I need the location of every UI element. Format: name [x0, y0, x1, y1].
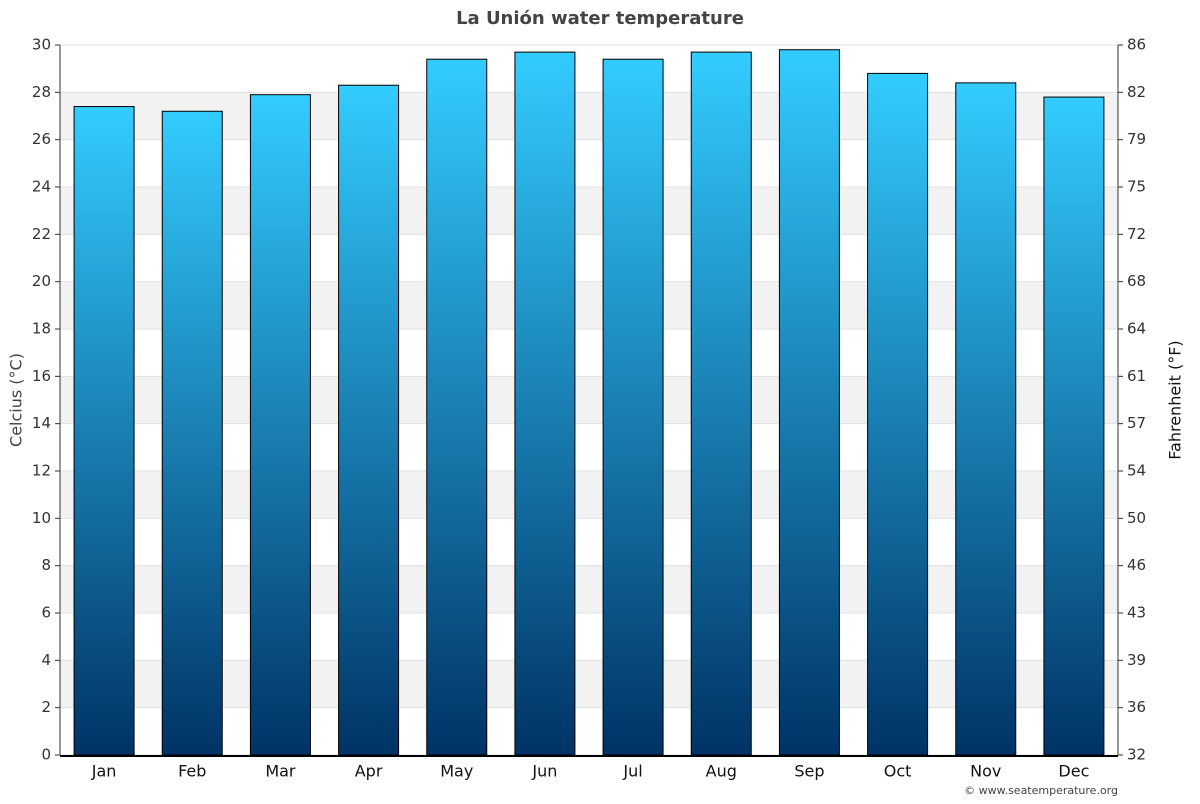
grid-band — [60, 187, 1118, 235]
grid-band — [60, 660, 1118, 708]
y-tick-label: 10 — [32, 509, 51, 527]
y-tick-label: 18 — [32, 320, 51, 338]
y2-tick-label: 36 — [1127, 698, 1146, 716]
bar — [955, 82, 1017, 756]
grid-band — [60, 92, 1118, 140]
grid-band — [60, 471, 1118, 519]
y-tick-label: 8 — [41, 556, 51, 574]
y-tick-label: 22 — [32, 225, 51, 243]
y2-tick-label: 82 — [1127, 83, 1146, 101]
x-tick-label: Feb — [178, 762, 206, 781]
bar — [778, 49, 840, 756]
y2-tick-label: 86 — [1127, 36, 1146, 54]
x-tick-label: May — [440, 762, 473, 781]
bar — [867, 72, 929, 756]
bar — [426, 58, 488, 756]
y-tick-label: 26 — [32, 130, 51, 148]
y-tick-label: 6 — [41, 604, 51, 622]
y2-tick-label: 61 — [1127, 367, 1146, 385]
y2-tick-label: 64 — [1127, 320, 1146, 338]
y2-tick-label: 79 — [1127, 130, 1146, 148]
y-tick-label: 14 — [32, 414, 51, 432]
y2-tick-label: 75 — [1127, 178, 1146, 196]
bar — [514, 51, 576, 756]
y-tick-label: 30 — [32, 36, 51, 54]
y-tick-label: 20 — [32, 272, 51, 290]
y-tick-label: 28 — [32, 83, 51, 101]
grid-band — [60, 281, 1118, 329]
grid-band — [60, 376, 1118, 424]
x-tick-label: Apr — [355, 762, 383, 781]
y2-axis-label: Fahrenheit (°F) — [1166, 340, 1185, 459]
bar — [602, 58, 664, 756]
y2-tick-label: 39 — [1127, 651, 1146, 669]
x-tick-label: Aug — [706, 762, 737, 781]
y2-tick-label: 68 — [1127, 272, 1146, 290]
x-tick-label: Oct — [884, 762, 912, 781]
bar — [73, 106, 135, 756]
x-tick-label: Nov — [970, 762, 1001, 781]
y2-tick-label: 46 — [1127, 556, 1146, 574]
y2-tick-label: 54 — [1127, 462, 1146, 480]
chart-title: La Unión water temperature — [456, 8, 744, 29]
y2-tick-label: 43 — [1127, 604, 1146, 622]
x-tick-label: Dec — [1058, 762, 1089, 781]
x-tick-label: Jul — [622, 762, 642, 781]
x-tick-label: Sep — [794, 762, 824, 781]
bar — [338, 84, 400, 756]
y-axis-label: Celcius (°C) — [7, 353, 26, 447]
y-tick-label: 4 — [41, 651, 51, 669]
credit: © www.seatemperature.org — [964, 784, 1118, 797]
bar — [249, 94, 311, 756]
x-tick-label: Mar — [265, 762, 296, 781]
y-tick-label: 16 — [32, 367, 51, 385]
x-tick-label: Jun — [531, 762, 557, 781]
y-tick-label: 2 — [41, 698, 51, 716]
bar — [161, 110, 223, 756]
y-tick-label: 0 — [41, 746, 51, 764]
x-tick-label: Jan — [91, 762, 117, 781]
y2-tick-label: 50 — [1127, 509, 1146, 527]
y2-tick-label: 72 — [1127, 225, 1146, 243]
y2-tick-label: 57 — [1127, 414, 1146, 432]
y-tick-label: 12 — [32, 462, 51, 480]
bar — [1043, 96, 1105, 756]
y-tick-label: 24 — [32, 178, 51, 196]
bar — [690, 51, 752, 756]
grid-band — [60, 565, 1118, 613]
y2-tick-label: 32 — [1127, 746, 1146, 764]
